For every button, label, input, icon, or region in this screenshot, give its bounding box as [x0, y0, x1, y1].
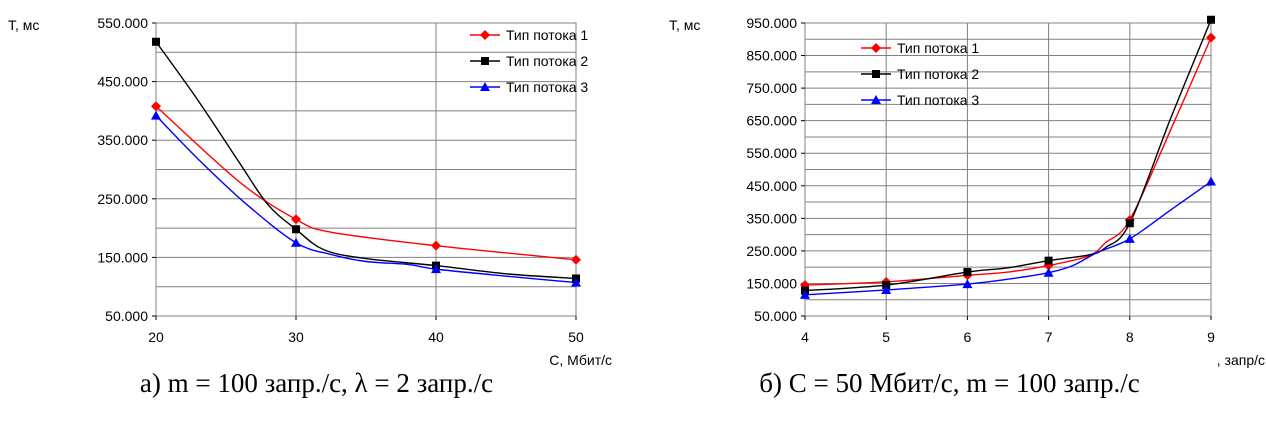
series-2-point [292, 225, 300, 234]
legend-marker-3 [871, 95, 881, 104]
legend-marker-2 [872, 70, 880, 78]
series-line-2 [804, 19, 1212, 292]
chart-right-svg: 50.000 150.000 250.000 350.000 450.000 550.00… [669, 15, 1265, 368]
series-3-point [431, 264, 441, 274]
y-tick-label: 450.000 [746, 178, 797, 194]
y-tick-label: 50.000 [105, 308, 148, 324]
x-tick-label: 4 [801, 329, 809, 345]
series-line-3 [155, 115, 577, 284]
x-tick-label: 20 [148, 329, 164, 345]
y-tick-label: 550.000 [97, 15, 148, 31]
legend-marker-2 [481, 57, 489, 65]
x-tick-label: 50 [568, 329, 584, 345]
legend-label-2: Тип потока 2 [506, 53, 588, 69]
series-1-point [1206, 32, 1216, 43]
y-axis-title: T, мс [669, 17, 700, 33]
y-tick-label: 250.000 [97, 191, 148, 207]
legend-marker-1 [480, 30, 490, 40]
x-tick-label: 7 [1045, 329, 1053, 345]
series-1-point [291, 214, 301, 225]
y-tick-label: 350.000 [746, 210, 797, 226]
x-tick-label: 9 [1207, 329, 1215, 345]
legend-label-1: Тип потока 1 [506, 27, 588, 43]
chart-left-svg: 50.000 150.000 250.000 350.000 450.000 550.00… [8, 15, 612, 368]
series-3-point [1043, 267, 1054, 277]
series-line-2 [155, 41, 577, 280]
series-3-point [962, 279, 973, 289]
series-3-point [1206, 176, 1216, 186]
chart-left-caption: а) m = 100 запр./с, λ = 2 запр./с [139, 368, 494, 398]
series-line-1 [804, 37, 1212, 286]
y-tick-label: 50.000 [754, 308, 797, 324]
series-1-point [571, 254, 581, 265]
x-tick-label: 40 [428, 329, 444, 345]
series-2-point [1207, 15, 1215, 24]
chart-right: 50.000 150.000 250.000 350.000 450.000 550.00… [633, 0, 1266, 424]
series-3-point [1124, 233, 1135, 243]
y-tick-label: 150.000 [97, 249, 148, 265]
y-tick-label: 350.000 [97, 132, 148, 148]
x-tick-label: 6 [964, 329, 972, 345]
legend-label-1: Тип потока 1 [897, 40, 979, 56]
y-tick-label: 450.000 [97, 74, 148, 90]
legend-label-2: Тип потока 2 [897, 66, 979, 82]
series-1-point [431, 240, 441, 251]
legend-label-3: Тип потока 3 [897, 92, 979, 108]
legend-marker-1 [871, 43, 881, 53]
series-2-point [963, 268, 972, 277]
series-3-point [881, 284, 892, 294]
series-line-1 [155, 105, 577, 261]
x-tick-label: 5 [882, 329, 890, 345]
y-tick-label: 750.000 [746, 80, 797, 96]
series-line-3 [804, 180, 1212, 296]
legend-label-3: Тип потока 3 [506, 79, 588, 95]
legend-marker-3 [480, 82, 490, 91]
y-tick-label: 150.000 [746, 275, 797, 291]
y-tick-label: 950.000 [746, 15, 797, 31]
y-tick-label: 650.000 [746, 113, 797, 129]
series-3-point [151, 110, 161, 120]
series-3-point [291, 237, 301, 247]
x-tick-label: 8 [1126, 329, 1134, 345]
y-axis-title: T, мс [8, 17, 39, 33]
series-2-point [152, 37, 160, 46]
y-tick-label: 250.000 [746, 243, 797, 259]
series-2-point [1125, 219, 1134, 228]
chart-left: 50.000 150.000 250.000 350.000 450.000 550.00… [8, 15, 612, 398]
series-1-point [151, 101, 161, 112]
y-tick-label: 850.000 [746, 48, 797, 64]
y-tick-label: 550.000 [746, 145, 797, 161]
chart-right-caption: б) C = 50 Мбит/с, m = 100 запр./с [759, 368, 1140, 398]
series-2-point [1044, 256, 1053, 265]
x-tick-label: 30 [288, 329, 304, 345]
series-3-point [800, 289, 810, 299]
series-3-point [571, 277, 581, 287]
x-axis-title: C, Мбит/с [549, 352, 612, 368]
x-axis-title: , запр/с [1217, 352, 1265, 368]
